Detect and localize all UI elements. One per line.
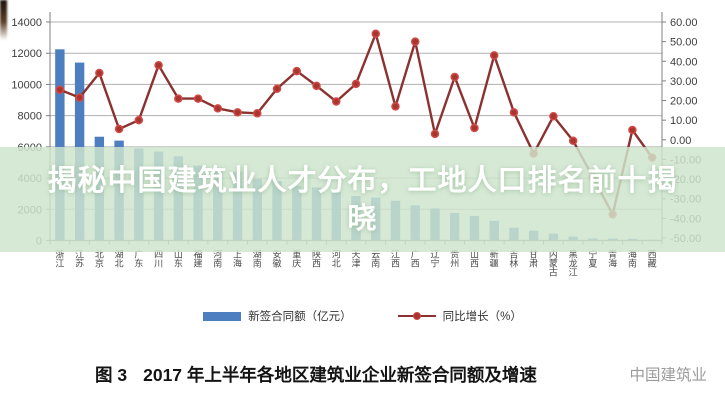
legend-item-contract-amount: 新签合同额（亿元） xyxy=(203,308,352,324)
svg-text:上海: 上海 xyxy=(233,250,242,269)
svg-text:云南: 云南 xyxy=(371,250,380,269)
svg-text:辽宁: 辽宁 xyxy=(430,250,439,269)
svg-text:安徽: 安徽 xyxy=(273,249,282,269)
svg-text:甘肃: 甘肃 xyxy=(529,249,538,269)
svg-text:0.00: 0.00 xyxy=(670,135,691,147)
svg-text:8000: 8000 xyxy=(18,111,42,123)
svg-text:浙江: 浙江 xyxy=(55,249,64,269)
svg-text:内蒙古: 内蒙古 xyxy=(549,249,558,278)
svg-text:海南: 海南 xyxy=(628,249,637,269)
watermark: 中国建筑业 xyxy=(629,367,707,384)
legend-item-growth: 同比增长（%） xyxy=(397,308,522,324)
svg-text:广东: 广东 xyxy=(134,249,143,269)
svg-text:新疆: 新疆 xyxy=(490,249,499,269)
svg-text:12000: 12000 xyxy=(11,48,42,60)
svg-text:天津: 天津 xyxy=(351,250,360,269)
svg-text:14000: 14000 xyxy=(11,17,42,29)
svg-text:河南: 河南 xyxy=(213,249,222,269)
svg-text:宁夏: 宁夏 xyxy=(588,249,597,269)
legend-label-contract-amount: 新签合同额（亿元） xyxy=(248,311,352,323)
svg-text:黑龙江: 黑龙江 xyxy=(569,250,578,278)
figure-caption: 图 3 2017 年上半年各地区建筑业企业新签合同额及增速 中国建筑业 xyxy=(0,354,725,394)
headline-line1: 揭秘中国建筑业人才分布，工地人口排名前十揭 xyxy=(47,164,678,197)
svg-text:10000: 10000 xyxy=(11,79,42,91)
svg-text:10.00: 10.00 xyxy=(670,115,698,127)
svg-text:山东: 山东 xyxy=(174,250,183,269)
svg-text:广西: 广西 xyxy=(411,249,420,269)
svg-text:陕西: 陕西 xyxy=(312,249,321,269)
svg-text:北京: 北京 xyxy=(95,250,104,269)
figure-title: 2017 年上半年各地区建筑业企业新签合同额及增速 xyxy=(143,364,537,385)
svg-text:江苏: 江苏 xyxy=(75,250,84,269)
svg-text:山西: 山西 xyxy=(470,250,479,269)
chart-legend: 新签合同额（亿元） 同比增长（%） xyxy=(0,308,725,324)
svg-text:四川: 四川 xyxy=(154,250,163,269)
svg-text:河北: 河北 xyxy=(332,249,341,269)
scan-artifact xyxy=(0,0,7,40)
svg-text:西藏: 西藏 xyxy=(648,250,657,269)
svg-text:60.00: 60.00 xyxy=(670,17,698,29)
svg-text:青海: 青海 xyxy=(608,249,617,269)
svg-text:重庆: 重庆 xyxy=(292,249,301,269)
bar-swatch-icon xyxy=(203,311,242,321)
svg-text:湖北: 湖北 xyxy=(115,250,124,269)
svg-text:福建: 福建 xyxy=(194,249,203,269)
legend-label-growth: 同比增长（%） xyxy=(442,311,522,323)
svg-text:贵州: 贵州 xyxy=(450,249,459,269)
svg-text:湖南: 湖南 xyxy=(253,250,262,269)
svg-text:40.00: 40.00 xyxy=(670,56,698,68)
headline-line2: 晓 xyxy=(347,202,378,235)
line-swatch-icon xyxy=(397,311,436,321)
figure-number: 图 3 xyxy=(95,364,128,385)
svg-text:江西: 江西 xyxy=(391,250,400,269)
headline-overlay: 揭秘中国建筑业人才分布，工地人口排名前十揭 晓 xyxy=(0,147,725,252)
svg-text:吉林: 吉林 xyxy=(509,250,518,269)
svg-text:20.00: 20.00 xyxy=(670,96,698,108)
svg-text:50.00: 50.00 xyxy=(670,37,698,49)
svg-text:30.00: 30.00 xyxy=(670,76,698,88)
